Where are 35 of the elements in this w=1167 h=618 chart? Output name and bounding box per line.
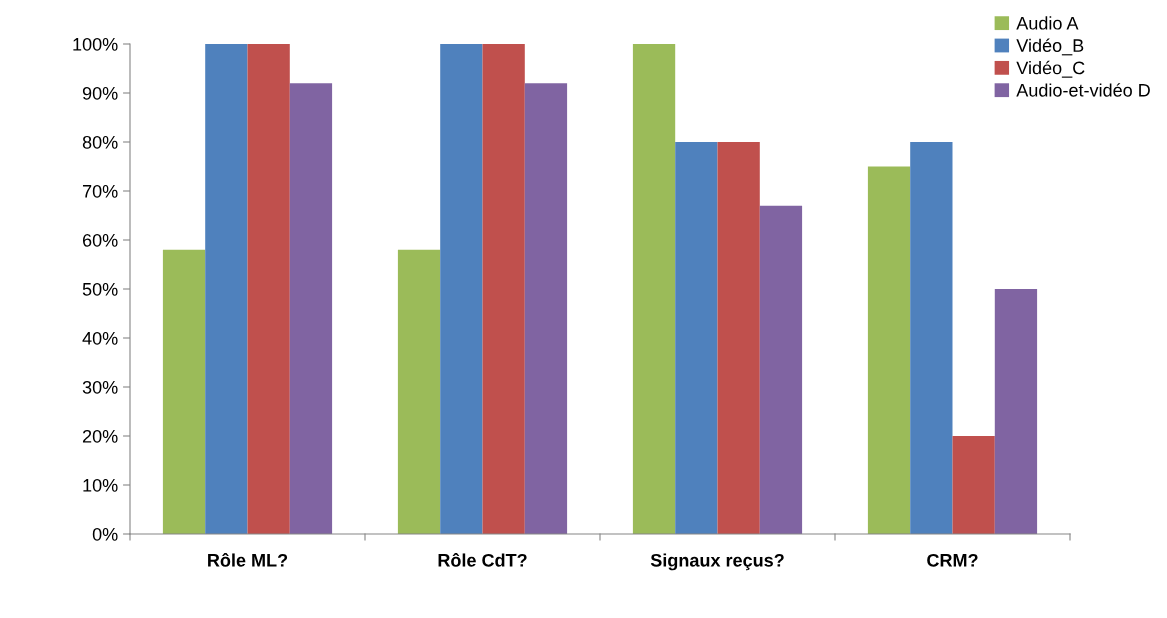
- bar: [675, 142, 718, 534]
- bar: [247, 44, 290, 534]
- y-tick-label: 70%: [82, 184, 118, 198]
- legend-label: Vidéo_B: [1016, 38, 1084, 56]
- y-tick-label: 50%: [82, 282, 118, 296]
- y-tick-label: 30%: [82, 380, 118, 394]
- legend-label: Audio-et-vidéo D: [1016, 83, 1150, 97]
- bar: [162, 249, 206, 534]
- y-tick-label: 90%: [82, 86, 118, 100]
- legend-label: Vidéo_C: [1016, 60, 1085, 78]
- bar: [289, 83, 333, 534]
- bar: [397, 249, 441, 534]
- bar: [524, 83, 568, 534]
- bar: [994, 289, 1038, 534]
- bar: [910, 142, 953, 534]
- y-tick-label: 100%: [73, 37, 118, 51]
- bar: [632, 44, 676, 534]
- bar: [717, 142, 760, 534]
- bar: [867, 166, 911, 534]
- y-tick-label: 20%: [82, 429, 118, 443]
- legend-label: Audio A: [1016, 16, 1079, 30]
- bar: [440, 44, 483, 534]
- bar: [952, 436, 995, 534]
- x-tick-label: Signaux reçus?: [650, 553, 784, 571]
- x-tick-label: CRM?: [927, 553, 978, 567]
- x-tick-label: Rôle ML?: [208, 553, 288, 567]
- y-tick-label: 80%: [82, 135, 118, 149]
- y-tick-label: 40%: [82, 331, 118, 345]
- bar: [205, 44, 248, 534]
- y-tick-label: 10%: [83, 478, 118, 492]
- x-tick-label: Rôle CdT?: [438, 553, 527, 567]
- y-tick-label: 60%: [82, 233, 118, 247]
- bar: [482, 44, 525, 534]
- bar: [759, 205, 803, 534]
- y-tick-label: 0%: [92, 527, 118, 541]
